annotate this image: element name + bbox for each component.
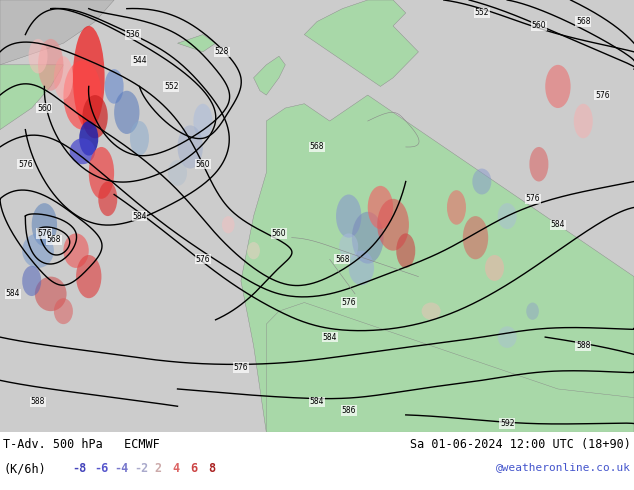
- Ellipse shape: [105, 69, 124, 104]
- Ellipse shape: [574, 104, 593, 138]
- Text: 544: 544: [132, 56, 147, 65]
- Ellipse shape: [485, 255, 504, 281]
- Text: 584: 584: [551, 220, 565, 229]
- Ellipse shape: [529, 147, 548, 181]
- Text: 588: 588: [31, 397, 45, 406]
- Text: 528: 528: [215, 48, 229, 56]
- Ellipse shape: [32, 203, 57, 246]
- Ellipse shape: [54, 298, 73, 324]
- Text: 4: 4: [172, 462, 179, 475]
- Text: 568: 568: [310, 143, 324, 151]
- Text: 536: 536: [126, 30, 141, 39]
- Ellipse shape: [29, 39, 48, 74]
- Ellipse shape: [82, 95, 108, 138]
- Polygon shape: [178, 35, 216, 52]
- Text: -4: -4: [114, 462, 128, 475]
- Text: 552: 552: [475, 8, 489, 18]
- Ellipse shape: [63, 233, 89, 268]
- Ellipse shape: [63, 60, 101, 130]
- Ellipse shape: [54, 56, 73, 99]
- Text: 592: 592: [500, 419, 514, 428]
- Text: 552: 552: [164, 82, 178, 91]
- Ellipse shape: [76, 255, 101, 298]
- Ellipse shape: [70, 138, 95, 164]
- Ellipse shape: [114, 91, 139, 134]
- Text: 576: 576: [195, 255, 210, 264]
- Ellipse shape: [89, 147, 114, 199]
- Text: 568: 568: [576, 17, 590, 26]
- Polygon shape: [241, 95, 634, 432]
- Polygon shape: [0, 65, 63, 130]
- Polygon shape: [266, 302, 634, 432]
- Text: 560: 560: [531, 22, 547, 30]
- Ellipse shape: [377, 199, 409, 251]
- Ellipse shape: [38, 39, 63, 91]
- Ellipse shape: [422, 302, 441, 320]
- Ellipse shape: [22, 233, 54, 268]
- Text: 8: 8: [208, 462, 215, 475]
- Text: T-Adv. 500 hPa   ECMWF: T-Adv. 500 hPa ECMWF: [3, 438, 160, 451]
- Text: 584: 584: [310, 397, 324, 406]
- Text: -2: -2: [134, 462, 148, 475]
- Text: 2: 2: [154, 462, 161, 475]
- Text: 576: 576: [525, 195, 540, 203]
- Ellipse shape: [247, 242, 260, 259]
- Text: @weatheronline.co.uk: @weatheronline.co.uk: [496, 462, 631, 472]
- Ellipse shape: [35, 276, 67, 311]
- Ellipse shape: [526, 302, 539, 320]
- Ellipse shape: [545, 65, 571, 108]
- Text: 584: 584: [6, 290, 20, 298]
- Text: 586: 586: [342, 406, 356, 415]
- Ellipse shape: [98, 181, 117, 216]
- Text: Sa 01-06-2024 12:00 UTC (18+90): Sa 01-06-2024 12:00 UTC (18+90): [410, 438, 631, 451]
- Ellipse shape: [178, 125, 203, 169]
- Text: 576: 576: [233, 363, 249, 372]
- Text: 6: 6: [190, 462, 197, 475]
- Ellipse shape: [130, 121, 149, 156]
- Text: 576: 576: [37, 229, 52, 238]
- Ellipse shape: [349, 251, 374, 285]
- Text: 560: 560: [195, 160, 210, 169]
- Ellipse shape: [368, 186, 393, 229]
- Ellipse shape: [339, 233, 358, 259]
- Text: -6: -6: [94, 462, 108, 475]
- Ellipse shape: [222, 216, 235, 233]
- Ellipse shape: [79, 121, 98, 156]
- Ellipse shape: [472, 169, 491, 195]
- Ellipse shape: [352, 212, 384, 264]
- Text: 588: 588: [576, 341, 590, 350]
- Ellipse shape: [168, 160, 187, 186]
- Text: 584: 584: [323, 333, 337, 342]
- Ellipse shape: [498, 203, 517, 229]
- Text: 560: 560: [37, 103, 52, 113]
- Text: 560: 560: [271, 229, 287, 238]
- Ellipse shape: [336, 195, 361, 238]
- Text: 576: 576: [18, 160, 33, 169]
- Text: 584: 584: [133, 212, 146, 220]
- Ellipse shape: [463, 216, 488, 259]
- Ellipse shape: [396, 233, 415, 268]
- Ellipse shape: [447, 190, 466, 225]
- Text: 576: 576: [341, 298, 356, 307]
- Text: (K/6h): (K/6h): [3, 462, 46, 475]
- Text: -8: -8: [72, 462, 86, 475]
- Ellipse shape: [22, 266, 41, 296]
- Text: 576: 576: [595, 91, 610, 99]
- Ellipse shape: [73, 26, 105, 130]
- Text: 568: 568: [335, 255, 349, 264]
- Polygon shape: [304, 0, 418, 86]
- Ellipse shape: [193, 104, 212, 138]
- Ellipse shape: [498, 326, 517, 348]
- Text: 568: 568: [47, 235, 61, 245]
- Polygon shape: [254, 56, 285, 95]
- Polygon shape: [0, 0, 114, 65]
